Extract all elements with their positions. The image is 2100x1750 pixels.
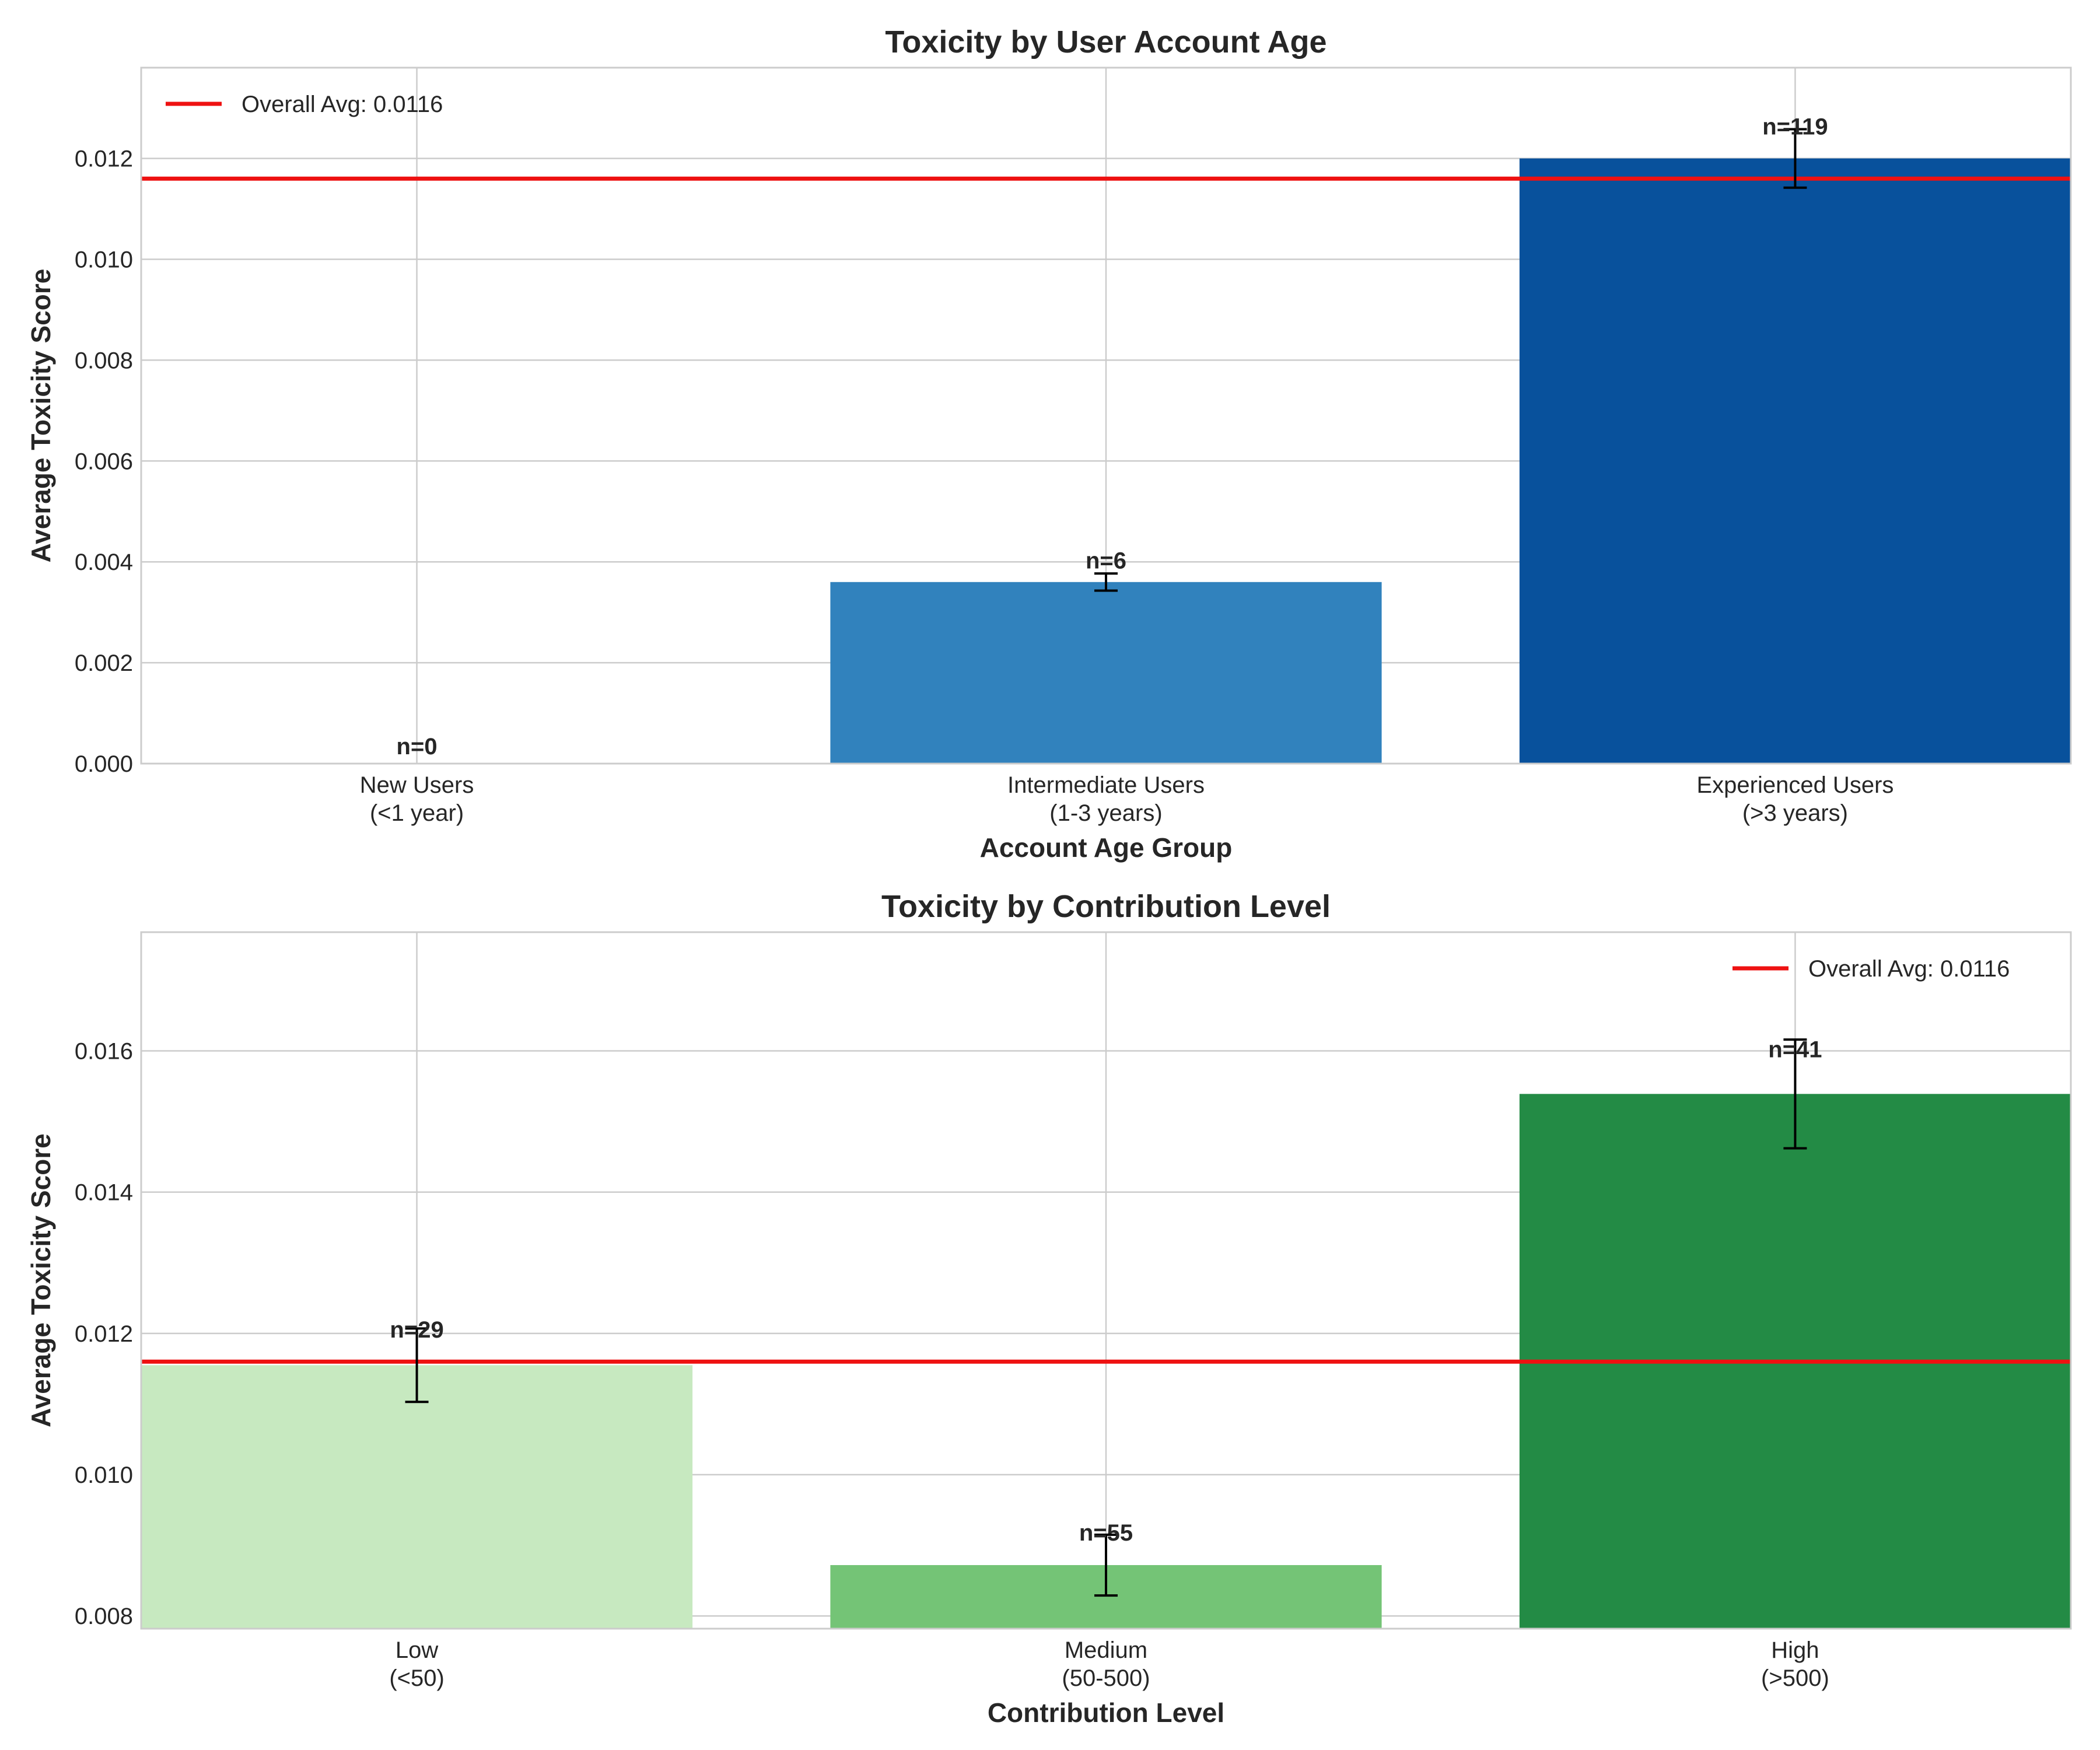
- x-tick-label: Intermediate Users: [1007, 772, 1205, 798]
- axes-frame: [140, 66, 2072, 765]
- y-tick-label: 0.008: [75, 348, 133, 373]
- y-tick-label: 0.014: [75, 1180, 133, 1206]
- y-tick-label: 0.012: [75, 146, 133, 172]
- x-tick-label: New Users: [360, 772, 474, 798]
- x-tick-label: Medium: [1065, 1637, 1147, 1663]
- bar-count-label: n=119: [1762, 114, 1828, 140]
- bar: [141, 1365, 693, 1629]
- y-tick-label: 0.012: [75, 1321, 133, 1347]
- legend-label: Overall Avg: 0.0116: [242, 92, 443, 117]
- y-axis-label: Average Toxicity Score: [26, 269, 56, 563]
- bar-count-label: n=29: [390, 1317, 443, 1343]
- x-axis-label: Contribution Level: [988, 1698, 1224, 1728]
- chart-title: Toxicity by User Account Age: [885, 24, 1326, 60]
- chart-panel-1: n=0 n=6 n=119 0.000 0.002 0.004 0.006 0.008 0.01…: [26, 24, 2072, 863]
- x-tick-label: (<50): [389, 1665, 444, 1691]
- y-tick-label: 0.010: [75, 247, 133, 273]
- y-tick-label: 0.004: [75, 550, 133, 575]
- bar-count-label: n=6: [1086, 548, 1126, 573]
- axes-frame: [140, 931, 2072, 1630]
- bar: [1519, 158, 2071, 764]
- bar-count-label: n=0: [397, 734, 438, 760]
- chart-title: Toxicity by Contribution Level: [881, 889, 1331, 924]
- legend-label: Overall Avg: 0.0116: [1808, 956, 2010, 982]
- x-tick-label: Experienced Users: [1696, 772, 1894, 798]
- x-tick-label: (>500): [1761, 1665, 1829, 1691]
- x-tick-label: (<1 year): [370, 800, 464, 826]
- x-tick-label: (50-500): [1062, 1665, 1150, 1691]
- y-tick-label: 0.010: [75, 1462, 133, 1488]
- y-tick-label: 0.008: [75, 1604, 133, 1629]
- y-tick-label: 0.002: [75, 650, 133, 676]
- y-tick-label: 0.016: [75, 1038, 133, 1064]
- y-tick-label: 0.000: [75, 751, 133, 777]
- x-tick-label: (>3 years): [1742, 800, 1848, 826]
- x-axis-label: Account Age Group: [980, 832, 1233, 863]
- y-axis-label: Average Toxicity Score: [26, 1133, 56, 1427]
- y-tick-label: 0.006: [75, 449, 133, 474]
- x-tick-label: High: [1771, 1637, 1819, 1663]
- bar-count-label: n=41: [1768, 1037, 1822, 1063]
- x-tick-label: (1-3 years): [1049, 800, 1162, 826]
- bar: [830, 582, 1382, 764]
- bar-count-label: n=55: [1079, 1520, 1133, 1546]
- x-tick-label: Low: [396, 1637, 438, 1663]
- chart-panel-2: n=29 n=55 n=41 0.008 0.010 0.012 0.014 0.016 Low…: [26, 889, 2072, 1728]
